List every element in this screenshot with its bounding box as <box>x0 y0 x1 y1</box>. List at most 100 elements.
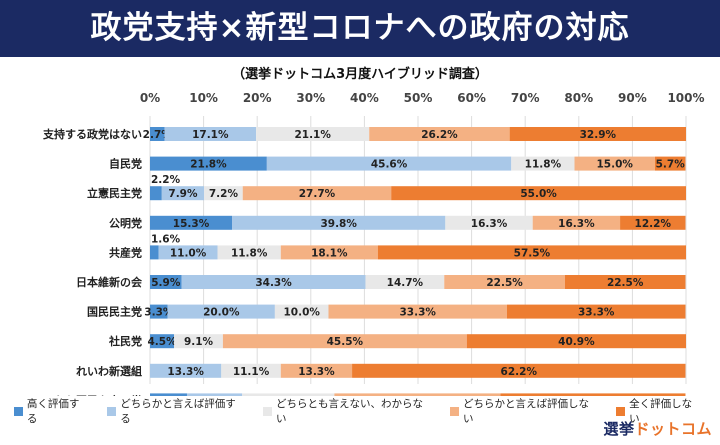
bar-segment <box>150 156 267 171</box>
data-label: 13.3% <box>167 366 204 378</box>
bar-segment <box>150 186 162 201</box>
data-label: 33.3% <box>400 307 437 319</box>
legend-label: 全く評価しない <box>629 398 693 425</box>
legend-swatch-icon <box>263 406 273 416</box>
data-label: 12.2% <box>635 218 672 230</box>
bar-segment <box>150 127 165 141</box>
data-label: 18.1% <box>311 247 348 259</box>
data-label: 39.8% <box>320 218 357 230</box>
legend-label: どちらとも言えない、わからない <box>276 398 424 425</box>
bar-segment <box>444 275 565 289</box>
data-label: 7.9% <box>168 188 198 200</box>
bar-segment <box>164 127 257 141</box>
bar-segment <box>511 156 575 171</box>
bar-segment <box>150 363 222 378</box>
data-label: 16.3% <box>471 218 508 230</box>
bar-segment <box>150 215 233 230</box>
bar-segment <box>158 245 218 260</box>
data-label: 15.0% <box>596 159 633 171</box>
x-tick-label: 10% <box>189 91 218 105</box>
x-tick-label: 40% <box>350 91 379 105</box>
bar-segment <box>334 393 501 396</box>
legend-swatch-icon <box>450 406 459 416</box>
x-tick-label: 20% <box>243 91 272 105</box>
x-tick-label: 60% <box>457 91 486 105</box>
data-label: 22.5% <box>486 277 523 289</box>
data-label: 2.2% <box>151 174 181 186</box>
data-label: 10.3% <box>196 395 233 396</box>
data-label: 11.8% <box>231 247 268 259</box>
data-label: 55.0% <box>520 188 557 200</box>
bar-segment <box>328 304 507 319</box>
data-label: 14.7% <box>387 277 424 289</box>
bar-segment <box>369 127 510 141</box>
bar-segment <box>167 304 275 319</box>
bar-segment <box>150 275 182 289</box>
data-label: 40.9% <box>558 336 595 348</box>
bar-segment <box>150 393 187 396</box>
data-label: 33.3% <box>578 307 615 319</box>
data-label: 17.2% <box>270 395 307 396</box>
data-label: 3.3% <box>144 307 174 319</box>
data-label: 13.3% <box>298 366 335 378</box>
bar-segment <box>174 334 223 349</box>
category-label: れいわ新選組 <box>76 364 142 378</box>
bar-segment <box>222 334 467 349</box>
data-label: 57.5% <box>514 247 551 259</box>
category-label: 立憲民主党 <box>87 186 142 200</box>
data-label: 15.3% <box>173 218 210 230</box>
data-label: 22.5% <box>607 277 644 289</box>
bar-segment <box>391 186 686 201</box>
data-label: 5.7% <box>656 159 686 171</box>
bar-segment <box>280 245 378 260</box>
x-tick-label: 50% <box>404 91 433 105</box>
bar-segment <box>232 215 446 230</box>
data-label: 9.1% <box>184 336 214 348</box>
chart-subtitle: （選挙ドットコム3月度ハイブリッド調査） <box>232 67 488 82</box>
category-label: 日本維新の会 <box>76 275 143 289</box>
stacked-bar-chart: 0% 10% 20% 30% 40% 50% 60% 70% 80% 90% 100% 支持する政党は… <box>27 91 705 396</box>
data-label: 10.0% <box>283 307 320 319</box>
data-label: 62.2% <box>501 366 538 378</box>
legend-swatch-icon <box>107 406 117 416</box>
category-label: 自民党 <box>109 157 142 171</box>
x-tick-label: 90% <box>618 91 647 105</box>
chart-title: 政党支持×新型コロナへの政府の対応 <box>90 10 630 46</box>
category-label: 公明党 <box>109 216 142 230</box>
data-label: 6.9% <box>154 395 184 396</box>
bar-segment <box>280 363 353 378</box>
bar-segment <box>150 245 159 260</box>
legend-label: どちらかと言えば評価しない <box>463 398 589 425</box>
category-label: NHKから国民を守る党 <box>27 393 142 396</box>
data-label: 21.1% <box>294 129 331 141</box>
data-label: 11.1% <box>233 366 270 378</box>
bar-segment <box>242 393 335 396</box>
bar-segment <box>221 363 281 378</box>
bar-segment <box>242 186 392 201</box>
bar-segment <box>181 275 366 289</box>
bar-segment <box>150 304 168 319</box>
data-label: 11.8% <box>525 159 562 171</box>
legend-swatch-icon <box>14 406 23 416</box>
site-logo: 選挙ドットコム <box>603 420 712 438</box>
bar-segment <box>150 334 175 349</box>
data-label: 34.3% <box>255 277 292 289</box>
bar-segment <box>466 334 686 349</box>
data-label: 20.0% <box>203 307 240 319</box>
bar-segment <box>186 393 243 396</box>
x-tick-label: 0% <box>140 91 160 105</box>
data-label: 16.3% <box>558 218 595 230</box>
legend-item: 高く評価する <box>14 396 89 426</box>
x-tick-label: 30% <box>296 91 325 105</box>
x-tick-label: 70% <box>511 91 540 105</box>
data-label: 1.6% <box>151 233 181 245</box>
bar-segment <box>500 393 686 396</box>
bar-segment <box>217 245 281 260</box>
category-label: 国民民主党 <box>87 305 142 319</box>
legend-label: どちらかと言えば評価する <box>120 398 236 425</box>
data-label: 7.2% <box>209 188 239 200</box>
bar-segment <box>204 186 243 201</box>
data-label: 4.5% <box>147 336 177 348</box>
data-label: 5.9% <box>151 277 181 289</box>
category-label: 支持する政党はない <box>42 127 142 141</box>
